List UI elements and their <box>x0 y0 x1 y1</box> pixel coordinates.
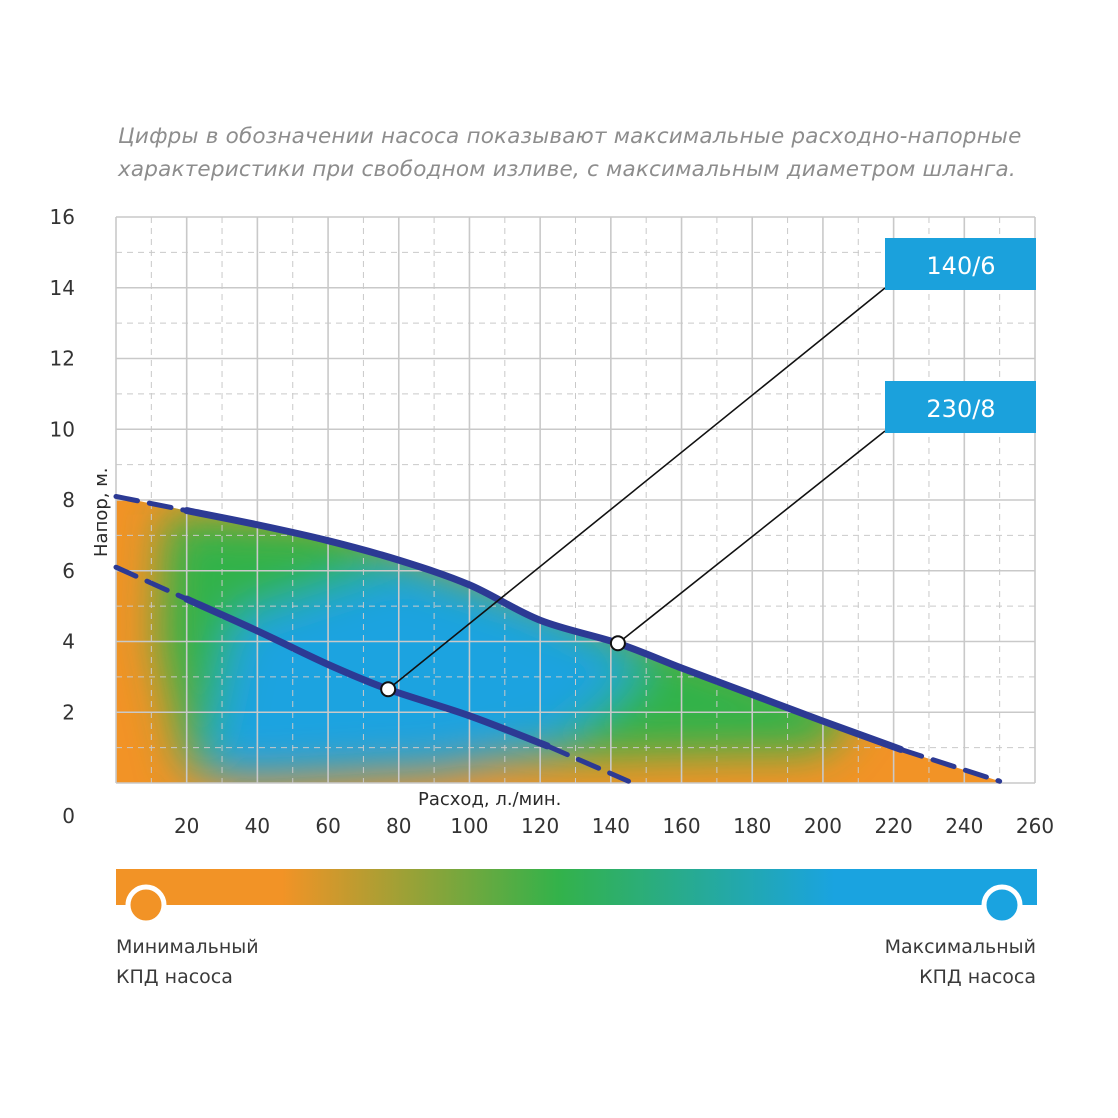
x-tick-label: 60 <box>315 814 340 838</box>
chart-note: Цифры в обозначении насоса показывают ма… <box>118 120 1078 186</box>
y-tick-label: 8 <box>62 488 75 512</box>
x-tick-label: 40 <box>245 814 270 838</box>
curve-1-dashed-end <box>544 743 632 784</box>
model-tag-label: 140/6 <box>926 252 995 280</box>
model-callouts: 140/6 230/8 <box>380 238 1036 698</box>
y-tick-label: 2 <box>62 700 75 724</box>
min-efficiency-marker <box>125 884 167 926</box>
x-tick-label: 240 <box>945 814 983 838</box>
y-tick-label: 12 <box>50 347 75 371</box>
x-tick-label: 20 <box>174 814 199 838</box>
x-tick-label: 80 <box>386 814 411 838</box>
x-tick-label: 260 <box>1016 814 1054 838</box>
model-tag-140-6 <box>885 238 1036 290</box>
x-tick-label: 180 <box>733 814 771 838</box>
y-tick-label: 14 <box>50 276 75 300</box>
y-tick-label: 10 <box>50 417 75 441</box>
curve-2-dashed-end <box>898 746 1003 784</box>
y-axis-label: Напор, м. <box>91 467 112 557</box>
curve-1-dashed-start <box>113 564 190 602</box>
operating-point-marker <box>609 635 626 652</box>
x-axis-label: Расход, л./мин. <box>418 789 561 810</box>
axis-tick-labels: 20 40 60 80 100 120 140 160 180 200 220 240 260 0 2 4 6 8… <box>50 205 1055 838</box>
model-tag-label: 230/8 <box>926 395 995 423</box>
pump-curves <box>113 493 1003 784</box>
model-tag-230-8 <box>885 381 1036 433</box>
curve-2-line <box>183 507 905 753</box>
x-tick-label: 220 <box>875 814 913 838</box>
chart-grid <box>115 216 1036 784</box>
curve-1-line <box>183 595 551 750</box>
min-efficiency-label: Минимальный КПД насоса <box>116 936 259 988</box>
max-efficiency-label: Максимальный КПД насоса <box>884 936 1036 988</box>
leader-line-140-6 <box>387 287 886 690</box>
operating-point-marker <box>380 681 397 698</box>
x-tick-label: 160 <box>662 814 700 838</box>
efficiency-legend-bar <box>116 869 1037 905</box>
x-tick-label: 200 <box>804 814 842 838</box>
note-line-2: характеристики при свободном изливе, с м… <box>118 157 1016 182</box>
y-tick-label: 16 <box>50 205 75 229</box>
y-tick-label: 6 <box>62 559 75 583</box>
leader-line-230-8 <box>617 430 886 644</box>
y-tick-label: 0 <box>62 804 75 828</box>
curve-2-dashed-start <box>113 493 190 514</box>
note-line-1: Цифры в обозначении насоса показывают ма… <box>118 124 1022 149</box>
max-efficiency-marker <box>981 884 1023 926</box>
x-tick-label: 140 <box>592 814 630 838</box>
y-tick-label: 4 <box>62 630 75 654</box>
x-tick-label: 120 <box>521 814 559 838</box>
x-tick-label: 100 <box>450 814 488 838</box>
